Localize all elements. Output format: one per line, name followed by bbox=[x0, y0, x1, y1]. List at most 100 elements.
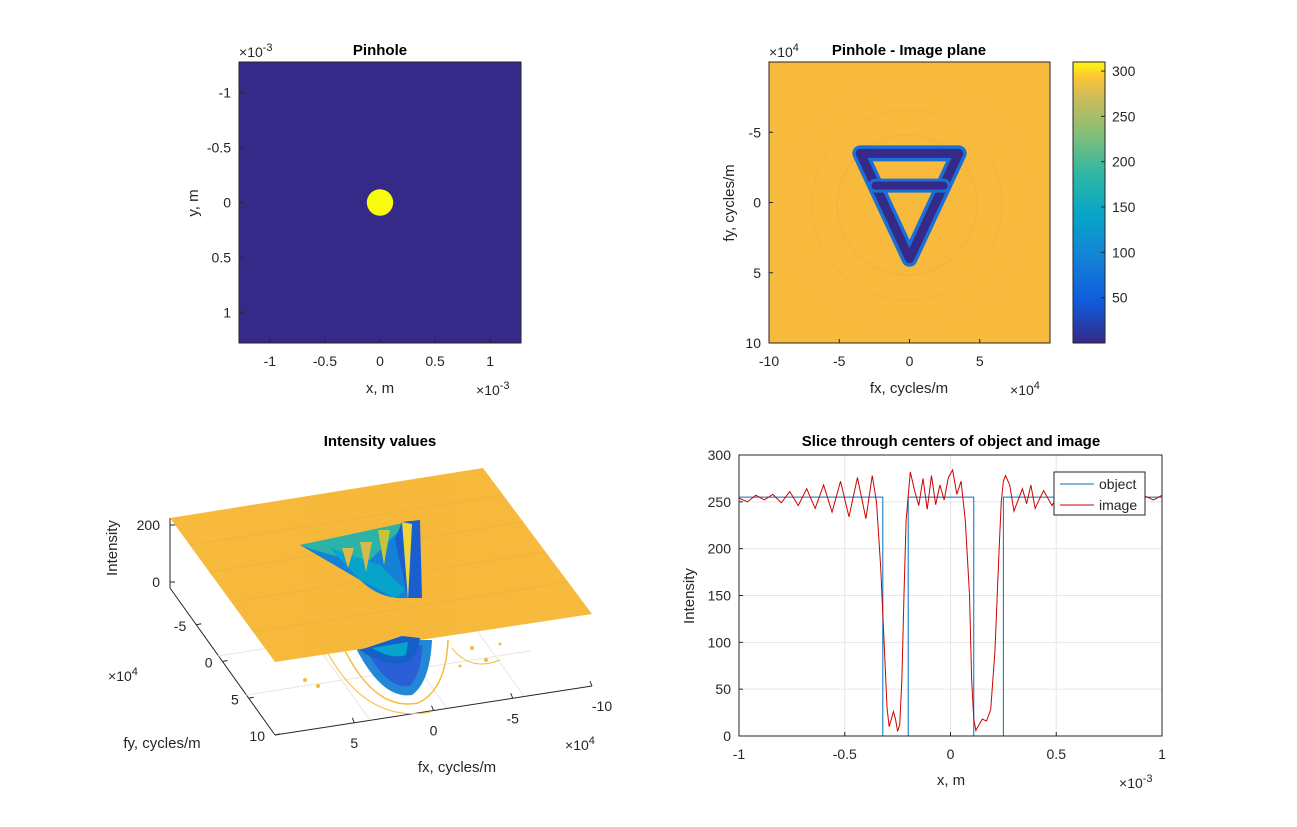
pinhole-y-tick-label: 1 bbox=[223, 304, 231, 320]
image-plane-x-ticks: -10 -5 0 5 bbox=[759, 339, 984, 369]
surface-y-tick bbox=[274, 733, 281, 736]
image-plane-x-tick-label: -10 bbox=[759, 353, 779, 369]
slice-y-tick-label: 300 bbox=[708, 447, 732, 463]
surface-y-tick bbox=[196, 623, 202, 626]
image-plane-area bbox=[769, 62, 1050, 343]
pinhole-x-tick-label: 1 bbox=[486, 353, 494, 369]
pinhole-title: Pinhole bbox=[353, 42, 407, 59]
image-plane-shape bbox=[852, 145, 967, 267]
slice-legend: object image bbox=[1053, 471, 1146, 516]
slice-y-tick-label: 100 bbox=[708, 634, 732, 650]
image-plane-axes: -10 -5 0 5 -5 0 5 10 Pinhole - Image plane fx,… bbox=[721, 42, 1136, 398]
slice-x-tick-label: 0 bbox=[947, 746, 955, 762]
image-plane-y-tick-label: 10 bbox=[745, 335, 761, 351]
surface-x-tick bbox=[510, 693, 514, 699]
slice-y-tick-label: 250 bbox=[708, 494, 732, 510]
surface-x-tick bbox=[431, 705, 434, 711]
slice-y-tick-label: 150 bbox=[708, 588, 732, 604]
slice-y-tick-label: 0 bbox=[723, 728, 731, 744]
svg-text:×10-3: ×10-3 bbox=[239, 42, 273, 60]
colorbar-tick-label: 150 bbox=[1112, 199, 1136, 215]
image-plane-y-tick-label: 5 bbox=[753, 265, 761, 281]
surface-x-tick-label: -5 bbox=[507, 710, 520, 726]
surface-x-exponent: ×104 bbox=[565, 735, 595, 753]
surface-axes: 5 0 -5 -10 -5 0 5 10 0 200 Intensity values fx, c… bbox=[104, 433, 612, 776]
surface-ylabel: fy, cycles/m bbox=[123, 735, 200, 752]
colorbar-ticks: 50 100 150 200 250 300 bbox=[1101, 63, 1136, 306]
image-plane-title: Pinhole - Image plane bbox=[832, 42, 986, 59]
slice-x-tick-label: -1 bbox=[733, 746, 746, 762]
image-plane-ripples bbox=[786, 84, 1028, 326]
pinhole-ylabel: y, m bbox=[185, 189, 202, 216]
legend-object-label: object bbox=[1099, 476, 1136, 492]
slice-axes: -1 -0.5 0 0.5 1 0 50 100 150 200 250 300 Slice thr… bbox=[681, 433, 1166, 791]
image-plane-y-exponent: ×104 bbox=[769, 42, 799, 60]
slice-x-tick-label: -0.5 bbox=[833, 746, 857, 762]
legend-image-label: image bbox=[1099, 497, 1137, 513]
pinhole-axes: -1 -0.5 0 0.5 1 -1 -0.5 0 0.5 1 Pinhole x, m y, … bbox=[185, 42, 522, 398]
surface-ticks: 5 0 -5 -10 -5 0 5 10 0 200 bbox=[137, 517, 613, 751]
surface-y-tick bbox=[222, 660, 228, 662]
colorbar bbox=[1072, 61, 1106, 344]
svg-text:×104: ×104 bbox=[1010, 380, 1040, 398]
pinhole-y-ticks: -1 -0.5 0 0.5 1 bbox=[207, 85, 243, 320]
slice-x-tick-label: 1 bbox=[1158, 746, 1166, 762]
svg-text:×104: ×104 bbox=[108, 666, 138, 684]
slice-x-exponent: ×10-3 bbox=[1119, 773, 1153, 791]
surface-y-tick-label: 0 bbox=[205, 655, 213, 671]
image-plane-y-tick-label: 0 bbox=[753, 195, 761, 211]
image-series-line bbox=[739, 468, 1162, 732]
surface-y-tick bbox=[248, 696, 254, 699]
surface-y-tick-label: 10 bbox=[249, 728, 265, 744]
svg-text:×104: ×104 bbox=[565, 735, 595, 753]
surface-z-tick-label: 200 bbox=[137, 517, 161, 533]
slice-ylabel: Intensity bbox=[681, 568, 698, 624]
image-plane-x-exponent: ×104 bbox=[1010, 380, 1040, 398]
surface-z-tick-label: 0 bbox=[152, 574, 160, 590]
image-plane-y-ticks: -5 0 5 10 bbox=[745, 124, 773, 351]
image-plane-y-tick-label: -5 bbox=[749, 124, 762, 140]
slice-y-tick-label: 200 bbox=[708, 541, 732, 557]
surface-y-tick-label: 5 bbox=[231, 691, 239, 707]
colorbar-tick-label: 50 bbox=[1112, 290, 1128, 306]
pinhole-x-ticks: -1 -0.5 0 0.5 1 bbox=[264, 339, 494, 369]
slice-x-tick-label: 0.5 bbox=[1047, 746, 1067, 762]
surface-x-tick bbox=[351, 717, 355, 723]
surface-title: Intensity values bbox=[324, 433, 437, 450]
surface-y-exponent: ×104 bbox=[108, 666, 138, 684]
surface-y-tick-label: -5 bbox=[174, 618, 187, 634]
slice-x-ticks: -1 -0.5 0 0.5 1 bbox=[733, 732, 1166, 762]
image-plane-xlabel: fx, cycles/m bbox=[870, 380, 948, 397]
colorbar-tick-label: 300 bbox=[1112, 63, 1136, 79]
colorbar-tick-label: 100 bbox=[1112, 244, 1136, 260]
pinhole-x-tick-label: -1 bbox=[264, 353, 277, 369]
pinhole-x-tick-label: 0.5 bbox=[425, 353, 445, 369]
surface-zlabel: Intensity bbox=[104, 520, 121, 576]
colorbar-tick-label: 200 bbox=[1112, 154, 1136, 170]
v-shape-outline bbox=[855, 148, 964, 264]
surface-x-tick bbox=[589, 680, 593, 687]
svg-text:×10-3: ×10-3 bbox=[476, 380, 510, 398]
image-plane-x-tick-label: 5 bbox=[976, 353, 984, 369]
pinhole-x-tick-label: 0 bbox=[376, 353, 384, 369]
image-plane-x-tick-label: 0 bbox=[906, 353, 914, 369]
pinhole-y-tick-label: -0.5 bbox=[207, 140, 231, 156]
surface-x-tick-label: 5 bbox=[350, 735, 358, 751]
pinhole-x-exponent: ×10-3 bbox=[476, 380, 510, 398]
surface-x-tick-label: 0 bbox=[430, 723, 438, 739]
image-plane-x-tick-label: -5 bbox=[833, 353, 846, 369]
pinhole-x-tick-label: -0.5 bbox=[313, 353, 337, 369]
surface-well bbox=[300, 520, 422, 664]
colorbar-tick-label: 250 bbox=[1112, 108, 1136, 124]
pinhole-y-tick-label: 0.5 bbox=[212, 249, 232, 265]
slice-y-ticks: 0 50 100 150 200 250 300 bbox=[708, 447, 743, 744]
pinhole-y-exponent: ×10-3 bbox=[239, 42, 273, 60]
pinhole-xlabel: x, m bbox=[366, 380, 394, 397]
pinhole-disk bbox=[366, 189, 394, 216]
pinhole-y-tick-label: -1 bbox=[219, 85, 232, 101]
slice-xlabel: x, m bbox=[937, 772, 965, 789]
pinhole-y-tick-label: 0 bbox=[223, 195, 231, 211]
surface-x-tick-label: -10 bbox=[592, 698, 612, 714]
svg-text:×104: ×104 bbox=[769, 42, 799, 60]
